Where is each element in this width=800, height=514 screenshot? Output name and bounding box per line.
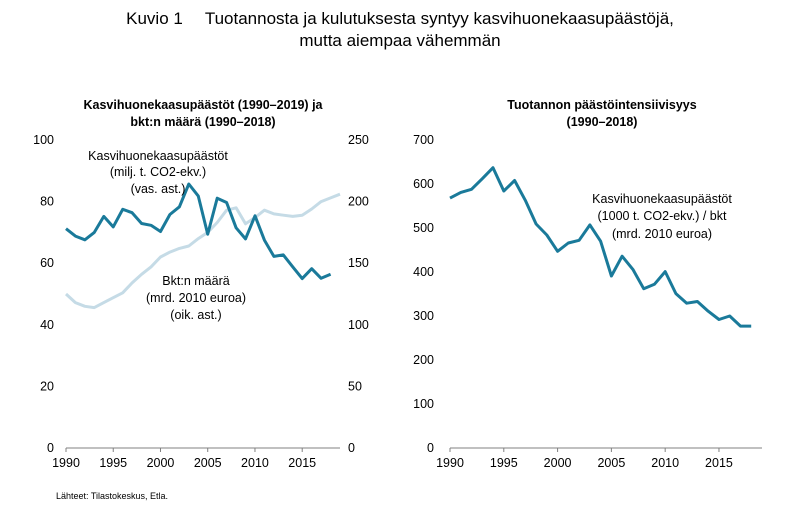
emissions-annotation-line-3: (vas. ast.): [131, 182, 186, 196]
panel1-title-line-1: Kasvihuonekaasupäästöt (1990–2019) ja: [83, 98, 323, 112]
panel1-y-left-tick-label: 0: [47, 441, 54, 455]
panel1-y-right-tick-label: 250: [348, 133, 369, 147]
panel1-y-left-tick-label: 40: [40, 318, 54, 332]
panel1-y-left-tick-label: 60: [40, 256, 54, 270]
panel2-y-tick-label: 0: [427, 441, 434, 455]
panel1-y-left-tick-label: 100: [33, 133, 54, 147]
panel1-y-right-tick-label: 150: [348, 256, 369, 270]
emissions-annotation-line-1: Kasvihuonekaasupäästöt: [88, 149, 228, 163]
figure-title-line-2: mutta aiempaa vähemmän: [299, 31, 501, 50]
gdp-annotation-line-3: (oik. ast.): [170, 308, 221, 322]
figure-title-text: Tuotannosta ja kulutuksesta syntyy kasvi…: [204, 9, 674, 28]
panel2-title-line-2: (1990–2018): [567, 115, 638, 129]
emissions-series-line: [65, 182, 332, 281]
intensity-annotation-line-3: (mrd. 2010 euroa): [612, 227, 712, 241]
figure-title: Kuvio 1 Tuotannosta ja kulutuksesta synty…: [0, 8, 800, 52]
panel1-y-left-tick-label: 20: [40, 379, 54, 393]
panel1-x-tick-label: 2015: [288, 456, 316, 470]
panel2-x-tick-label: 1995: [490, 456, 518, 470]
panel1-y-right-tick-label: 50: [348, 379, 362, 393]
panel2-x-tick-label: 2010: [651, 456, 679, 470]
panel1-y-right-tick-label: 100: [348, 318, 369, 332]
panel2-title-line-1: Tuotannon päästöintensiivisyys: [507, 98, 696, 112]
gdp-annotation-line-1: Bkt:n määrä: [162, 274, 229, 288]
panel1-y-right-tick-label: 0: [348, 441, 355, 455]
panel1-title-line-2: bkt:n määrä (1990–2018): [130, 115, 275, 129]
panel2-y-tick-label: 200: [413, 353, 434, 367]
panel1-x-tick-label: 2000: [147, 456, 175, 470]
panel2-x-tick-label: 1990: [436, 456, 464, 470]
panel2-y-tick-label: 300: [413, 309, 434, 323]
emissions-annotation-line-2: (milj. t. CO2-ekv.): [110, 165, 206, 179]
panel2-x-tick-label: 2005: [597, 456, 625, 470]
panel1-x-tick-label: 2005: [194, 456, 222, 470]
gdp-series-line: [64, 192, 341, 310]
panel2-x-tick-label: 2015: [705, 456, 733, 470]
intensity-series-line: [449, 166, 752, 328]
panel2-y-tick-label: 400: [413, 265, 434, 279]
panel1-x-tick-label: 2010: [241, 456, 269, 470]
intensity-annotation-line-1: Kasvihuonekaasupäästöt: [592, 192, 732, 206]
figure-number: Kuvio 1: [126, 9, 183, 28]
panel2-y-tick-label: 600: [413, 177, 434, 191]
source-note: Lähteet: Tilastokeskus, Etla.: [56, 491, 169, 501]
panel2-y-tick-label: 700: [413, 133, 434, 147]
intensity-annotation-line-2: (1000 t. CO2-ekv.) / bkt: [598, 209, 728, 223]
panel2-y-tick-label: 500: [413, 221, 434, 235]
panel2-x-tick-label: 2000: [544, 456, 572, 470]
panel1-x-tick-label: 1990: [52, 456, 80, 470]
panel1-y-right-tick-label: 200: [348, 195, 369, 209]
panel1-x-tick-label: 1995: [99, 456, 127, 470]
figure-title-line-1: Kuvio 1 Tuotannosta ja kulutuksesta synty…: [0, 8, 800, 30]
panel2-y-tick-label: 100: [413, 397, 434, 411]
panel1-y-left-tick-label: 80: [40, 195, 54, 209]
gdp-annotation-line-2: (mrd. 2010 euroa): [146, 291, 246, 305]
